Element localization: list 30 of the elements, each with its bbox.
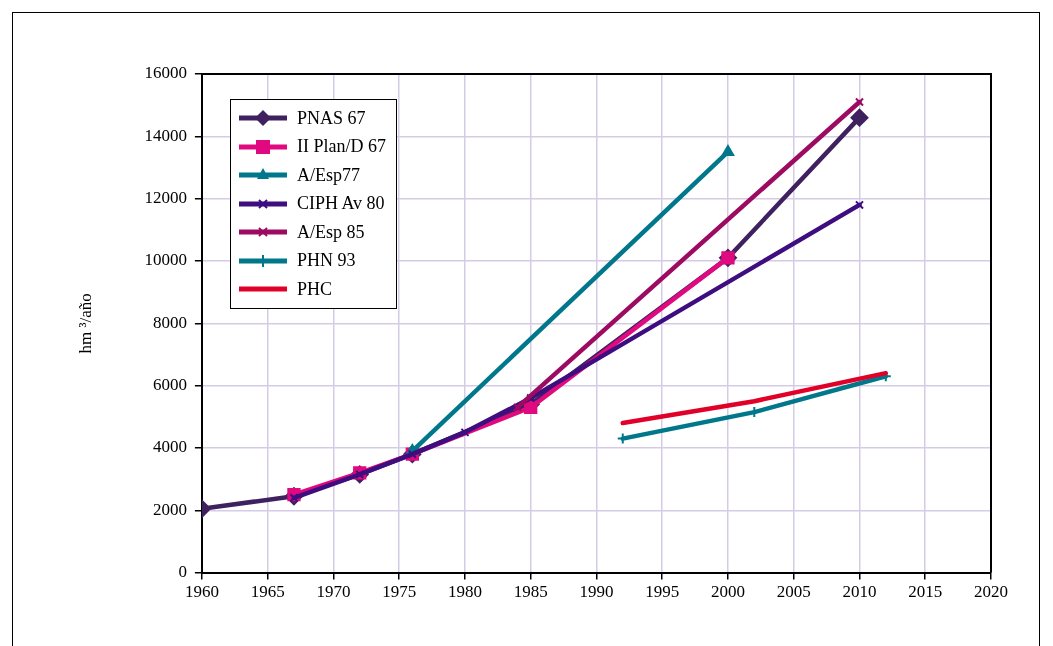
x-tick-label: 2000 [710, 582, 745, 602]
y-tick-label: 10000 [144, 250, 187, 270]
y-tick-label: 4000 [152, 437, 187, 457]
legend-label: A/Esp 85 [296, 221, 365, 243]
x-tick-label: 1970 [316, 582, 351, 602]
y-tick-label: 0 [178, 562, 187, 582]
x-tick-label: 1965 [250, 582, 285, 602]
x-tick-label: 1985 [513, 582, 548, 602]
y-tick-label: 14000 [144, 125, 187, 145]
x-tick-label: 2015 [908, 582, 943, 602]
legend-label: II Plan/D 67 [296, 136, 386, 158]
legend-label: A/Esp77 [296, 164, 360, 186]
x-tick-label: 1975 [382, 582, 417, 602]
legend-label: PHN 93 [296, 250, 356, 272]
legend-label: PNAS 67 [296, 107, 366, 129]
y-tick-label: 8000 [152, 312, 187, 332]
x-tick-label: 1995 [645, 582, 680, 602]
x-tick-label: 1960 [184, 582, 219, 602]
x-tick-label: 2020 [974, 582, 1008, 602]
y-tick-label: 12000 [144, 188, 187, 208]
legend-label: CIPH Av 80 [296, 193, 385, 215]
x-tick-label: 2010 [842, 582, 877, 602]
x-tick-label: 1990 [579, 582, 614, 602]
y-axis-title: hm ³/año [75, 293, 95, 354]
x-tick-label: 1980 [447, 582, 482, 602]
y-tick-label: 16000 [144, 63, 187, 83]
y-tick-label: 6000 [152, 375, 187, 395]
legend-label: PHC [296, 278, 332, 300]
y-tick-label: 2000 [152, 499, 187, 519]
x-tick-label: 2005 [776, 582, 811, 602]
